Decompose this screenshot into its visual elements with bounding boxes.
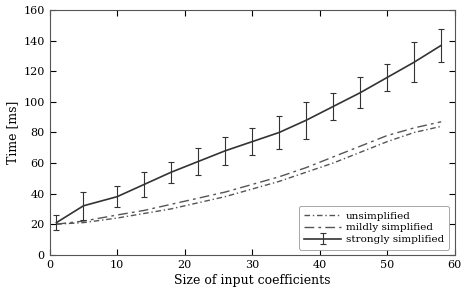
Line: unsimplified: unsimplified [57, 126, 441, 224]
unsimplified [54, 222, 59, 226]
unsimplified [141, 212, 147, 215]
mildly simplified [114, 213, 120, 217]
unsimplified [249, 187, 255, 191]
mildly simplified [141, 209, 147, 212]
mildly simplified [384, 134, 390, 137]
Y-axis label: Time [ms]: Time [ms] [6, 101, 19, 164]
unsimplified [222, 195, 228, 198]
unsimplified [330, 161, 336, 165]
Line: mildly simplified: mildly simplified [57, 122, 441, 224]
mildly simplified [80, 219, 86, 223]
unsimplified [384, 140, 390, 143]
mildly simplified [276, 175, 282, 178]
mildly simplified [358, 144, 363, 148]
unsimplified [276, 180, 282, 183]
unsimplified [195, 201, 201, 205]
mildly simplified [222, 190, 228, 194]
unsimplified [303, 171, 309, 174]
unsimplified [358, 151, 363, 154]
unsimplified [80, 221, 86, 224]
mildly simplified [168, 202, 174, 206]
X-axis label: Size of input coefficients: Size of input coefficients [174, 274, 330, 287]
mildly simplified [249, 183, 255, 186]
unsimplified [114, 216, 120, 220]
mildly simplified [330, 155, 336, 159]
mildly simplified [303, 166, 309, 169]
mildly simplified [411, 126, 417, 130]
unsimplified [439, 125, 444, 128]
unsimplified [411, 131, 417, 134]
unsimplified [168, 207, 174, 211]
Legend: unsimplified, mildly simplified, strongly simplified: unsimplified, mildly simplified, strongl… [299, 206, 449, 250]
mildly simplified [54, 222, 59, 226]
mildly simplified [439, 120, 444, 124]
mildly simplified [195, 196, 201, 200]
